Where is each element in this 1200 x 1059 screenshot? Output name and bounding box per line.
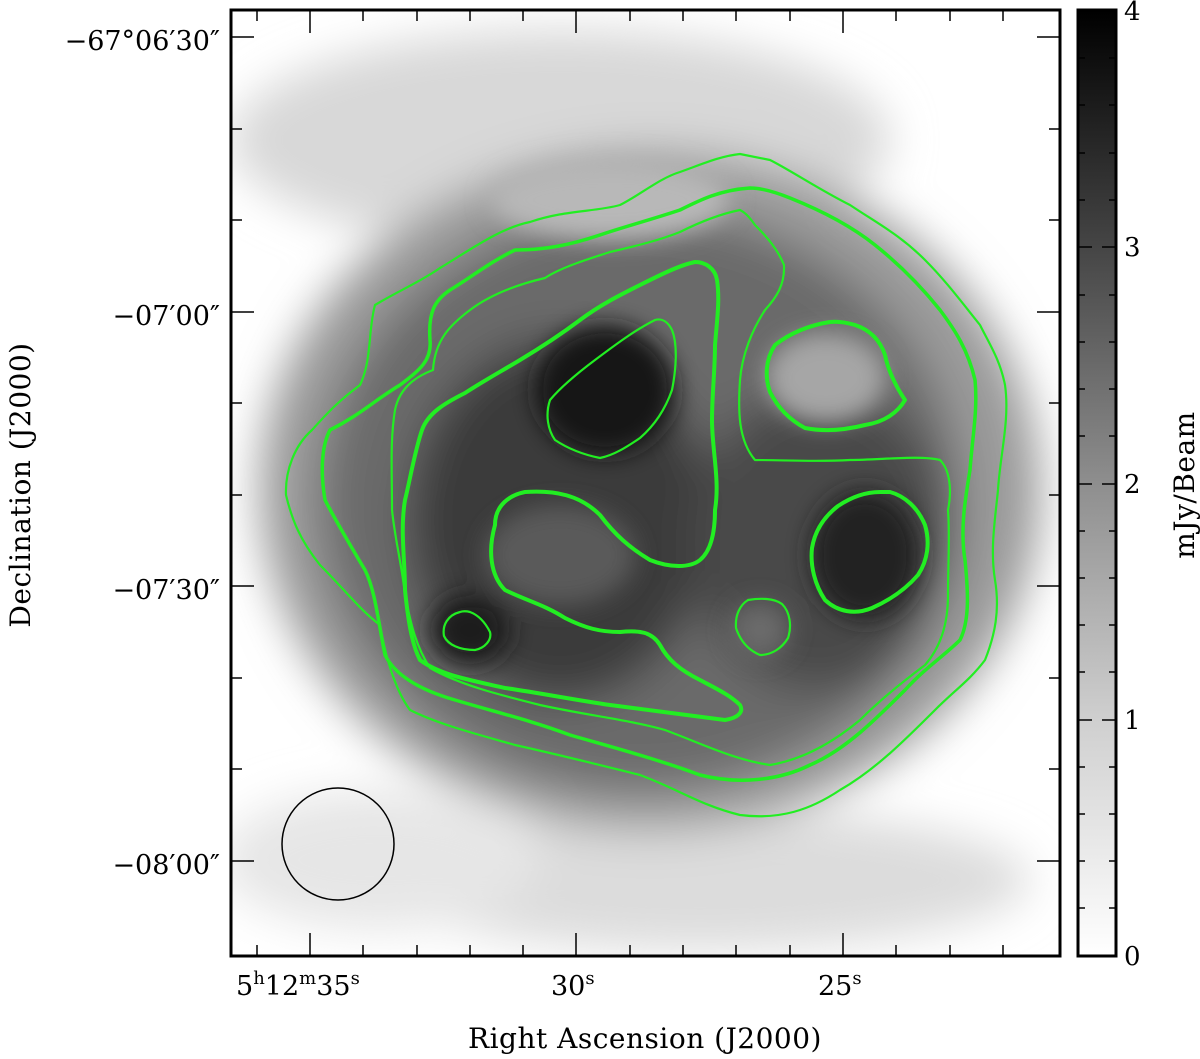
y-axis-title: Declination (J2000) — [4, 342, 37, 627]
y-tick-label-3: −08′00″ — [112, 850, 220, 881]
contour-4 — [400, 260, 744, 722]
x-axis-ticks — [256, 10, 1004, 956]
x-tick-label-25s: 25s — [818, 968, 862, 1002]
x-tick-label-30s: 30s — [551, 968, 595, 1002]
x-tick-label-35s: 5h12m35s — [236, 968, 360, 1002]
contour-outer — [284, 152, 1008, 818]
y-tick-label-0: −67°06′30″ — [65, 26, 220, 57]
colorbar-frame — [1076, 8, 1118, 958]
x-axis-title: Right Ascension (J2000) — [468, 1022, 822, 1055]
colorbar: 0 1 2 3 4 mJy/Beam — [1076, 0, 1200, 972]
colorbar-gradient — [1078, 10, 1116, 956]
contour-core-top — [546, 318, 677, 460]
colorbar-tick-0: 0 — [1124, 942, 1141, 972]
plot-frame — [229, 8, 1062, 958]
y-tick-label-2: −07′30″ — [112, 575, 220, 606]
colorbar-title: mJy/Beam — [1168, 411, 1200, 558]
colorbar-tick-3: 3 — [1124, 233, 1141, 263]
contour-small-center — [734, 597, 792, 657]
emission-contours — [284, 152, 1008, 818]
beam-ellipse — [281, 787, 395, 901]
contour-3 — [390, 208, 951, 767]
y-axis-ticks — [231, 36, 1060, 862]
contour-right-core — [809, 490, 930, 614]
contour-left-knot — [442, 610, 492, 652]
y-tick-label-1: −07′00″ — [112, 301, 220, 332]
contour-2 — [320, 186, 978, 782]
colorbar-tick-4: 4 — [1124, 0, 1141, 27]
contour-hole-ring — [764, 319, 907, 433]
colorbar-ticks — [1078, 57, 1116, 909]
colorbar-tick-2: 2 — [1124, 470, 1141, 500]
intensity-map — [231, 10, 1060, 956]
colorbar-tick-1: 1 — [1124, 706, 1141, 736]
